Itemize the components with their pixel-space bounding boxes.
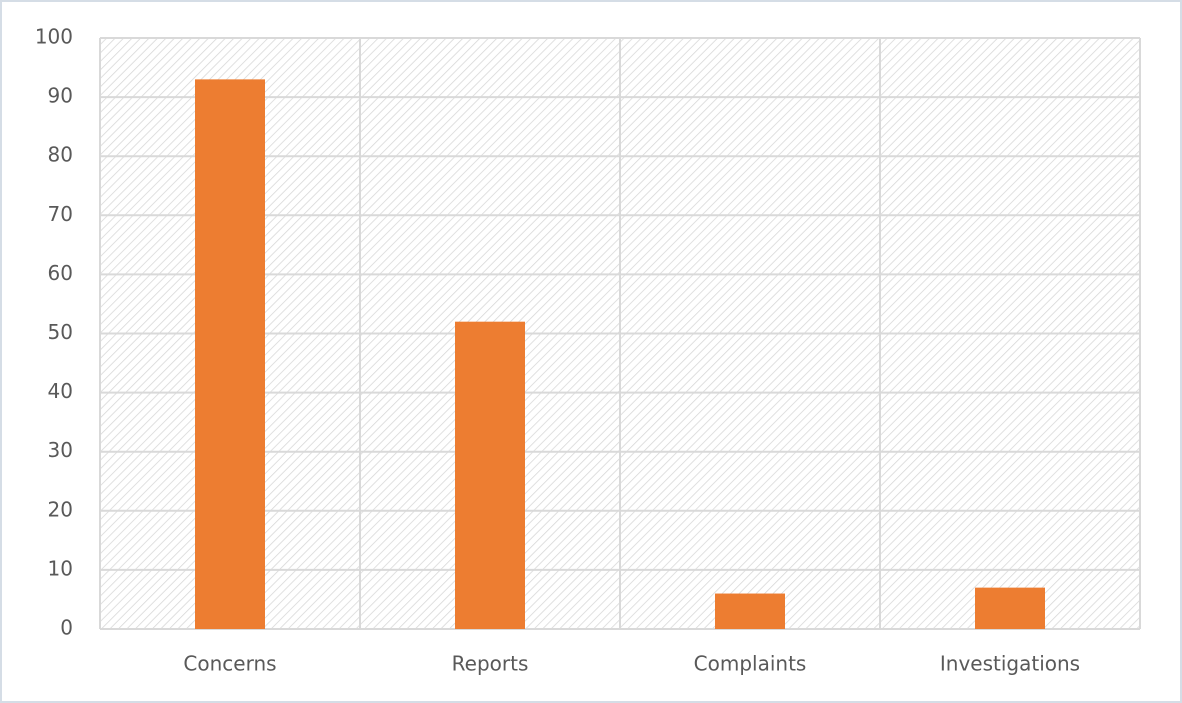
y-tick-label: 100 <box>35 25 73 49</box>
y-tick-label: 90 <box>48 84 73 108</box>
x-tick-label: Concerns <box>183 652 276 676</box>
y-tick-label: 20 <box>48 497 73 521</box>
bar <box>195 79 265 630</box>
bar <box>715 593 785 629</box>
y-tick-label: 80 <box>48 143 73 167</box>
x-tick-label: Complaints <box>694 652 807 676</box>
y-tick-label: 60 <box>48 261 73 285</box>
y-tick-label: 50 <box>48 320 73 344</box>
x-tick-label: Reports <box>452 652 529 676</box>
bar <box>975 587 1045 629</box>
y-tick-label: 10 <box>48 556 73 580</box>
y-tick-label: 30 <box>48 438 73 462</box>
x-tick-label: Investigations <box>940 652 1080 676</box>
y-tick-label: 0 <box>60 616 73 640</box>
y-tick-label: 70 <box>48 202 73 226</box>
y-tick-label: 40 <box>48 379 73 403</box>
bar <box>455 321 525 629</box>
